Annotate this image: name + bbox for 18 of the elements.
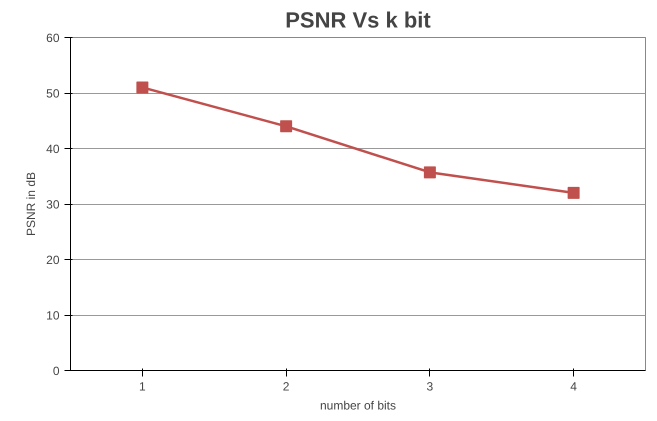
x-axis-title: number of bits [320,398,396,412]
point [136,81,148,94]
y-axis-title: PSNR in dB [24,172,38,236]
x-tick-label: 4 [570,380,578,394]
point [424,166,436,178]
y-tick-label: 50 [46,86,60,100]
x-tick-label: 2 [282,380,290,394]
point [568,186,580,199]
y-tick-label: 30 [46,198,60,212]
x-tick-label: 1 [139,380,146,394]
y-tick-label: 20 [46,253,60,267]
y-tick-label: 40 [46,142,60,156]
chart-title: PSNR Vs k bit [285,8,432,32]
point [280,120,292,132]
y-tick-label: 10 [46,308,60,322]
x-tick-label: 3 [426,380,434,394]
y-tick-label: 0 [52,364,60,378]
y-tick-label: 60 [46,31,60,45]
